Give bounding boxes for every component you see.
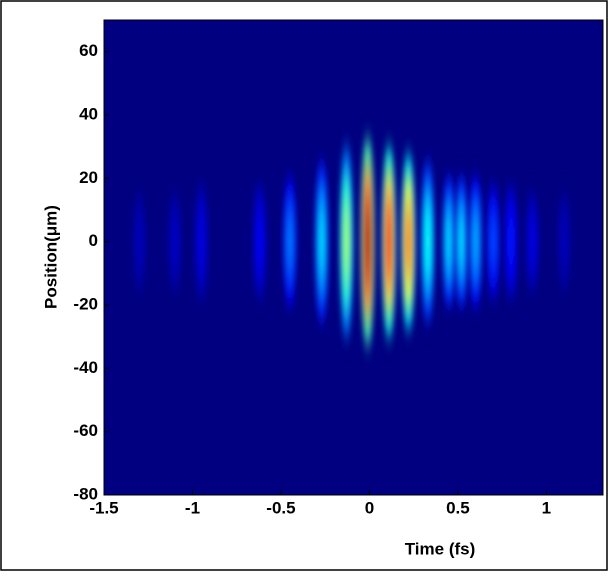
fringe bbox=[485, 170, 502, 313]
x-tick-label: 0.5 bbox=[446, 498, 470, 517]
y-tick-label: 60 bbox=[79, 41, 98, 60]
fringe bbox=[313, 144, 330, 340]
fringe bbox=[556, 179, 573, 304]
fringe bbox=[281, 161, 298, 322]
fringe bbox=[359, 117, 376, 366]
x-tick-label: -1 bbox=[185, 498, 200, 517]
fringe bbox=[251, 170, 268, 313]
y-tick-label: -60 bbox=[73, 421, 98, 440]
x-axis-label: Time (fs) bbox=[405, 539, 476, 558]
fringe bbox=[380, 126, 397, 357]
heatmap bbox=[131, 117, 573, 366]
fringe bbox=[467, 161, 484, 322]
fringe bbox=[419, 144, 436, 340]
plot-border bbox=[103, 19, 604, 496]
x-tick-label: 1 bbox=[542, 498, 551, 517]
y-axis-label: Position(μm) bbox=[41, 205, 60, 309]
fringe bbox=[453, 161, 470, 322]
fringe bbox=[193, 170, 210, 313]
y-tick-label: 20 bbox=[79, 168, 98, 187]
y-tick-label: -40 bbox=[73, 358, 98, 377]
y-tick-label: -80 bbox=[73, 484, 98, 503]
fringe bbox=[441, 161, 458, 322]
fringe bbox=[338, 126, 355, 357]
fringe bbox=[524, 179, 541, 304]
x-tick-label: 0 bbox=[365, 498, 374, 517]
fringe bbox=[400, 135, 417, 349]
y-tick-label: 0 bbox=[89, 231, 98, 250]
y-tick-label: 40 bbox=[79, 104, 98, 123]
x-tick-label: -0.5 bbox=[266, 498, 295, 517]
fringe bbox=[503, 170, 519, 313]
y-tick-label: -20 bbox=[73, 294, 98, 313]
fringe bbox=[131, 179, 148, 304]
x-tick-label: -1.5 bbox=[89, 498, 118, 517]
fringe bbox=[166, 179, 183, 304]
